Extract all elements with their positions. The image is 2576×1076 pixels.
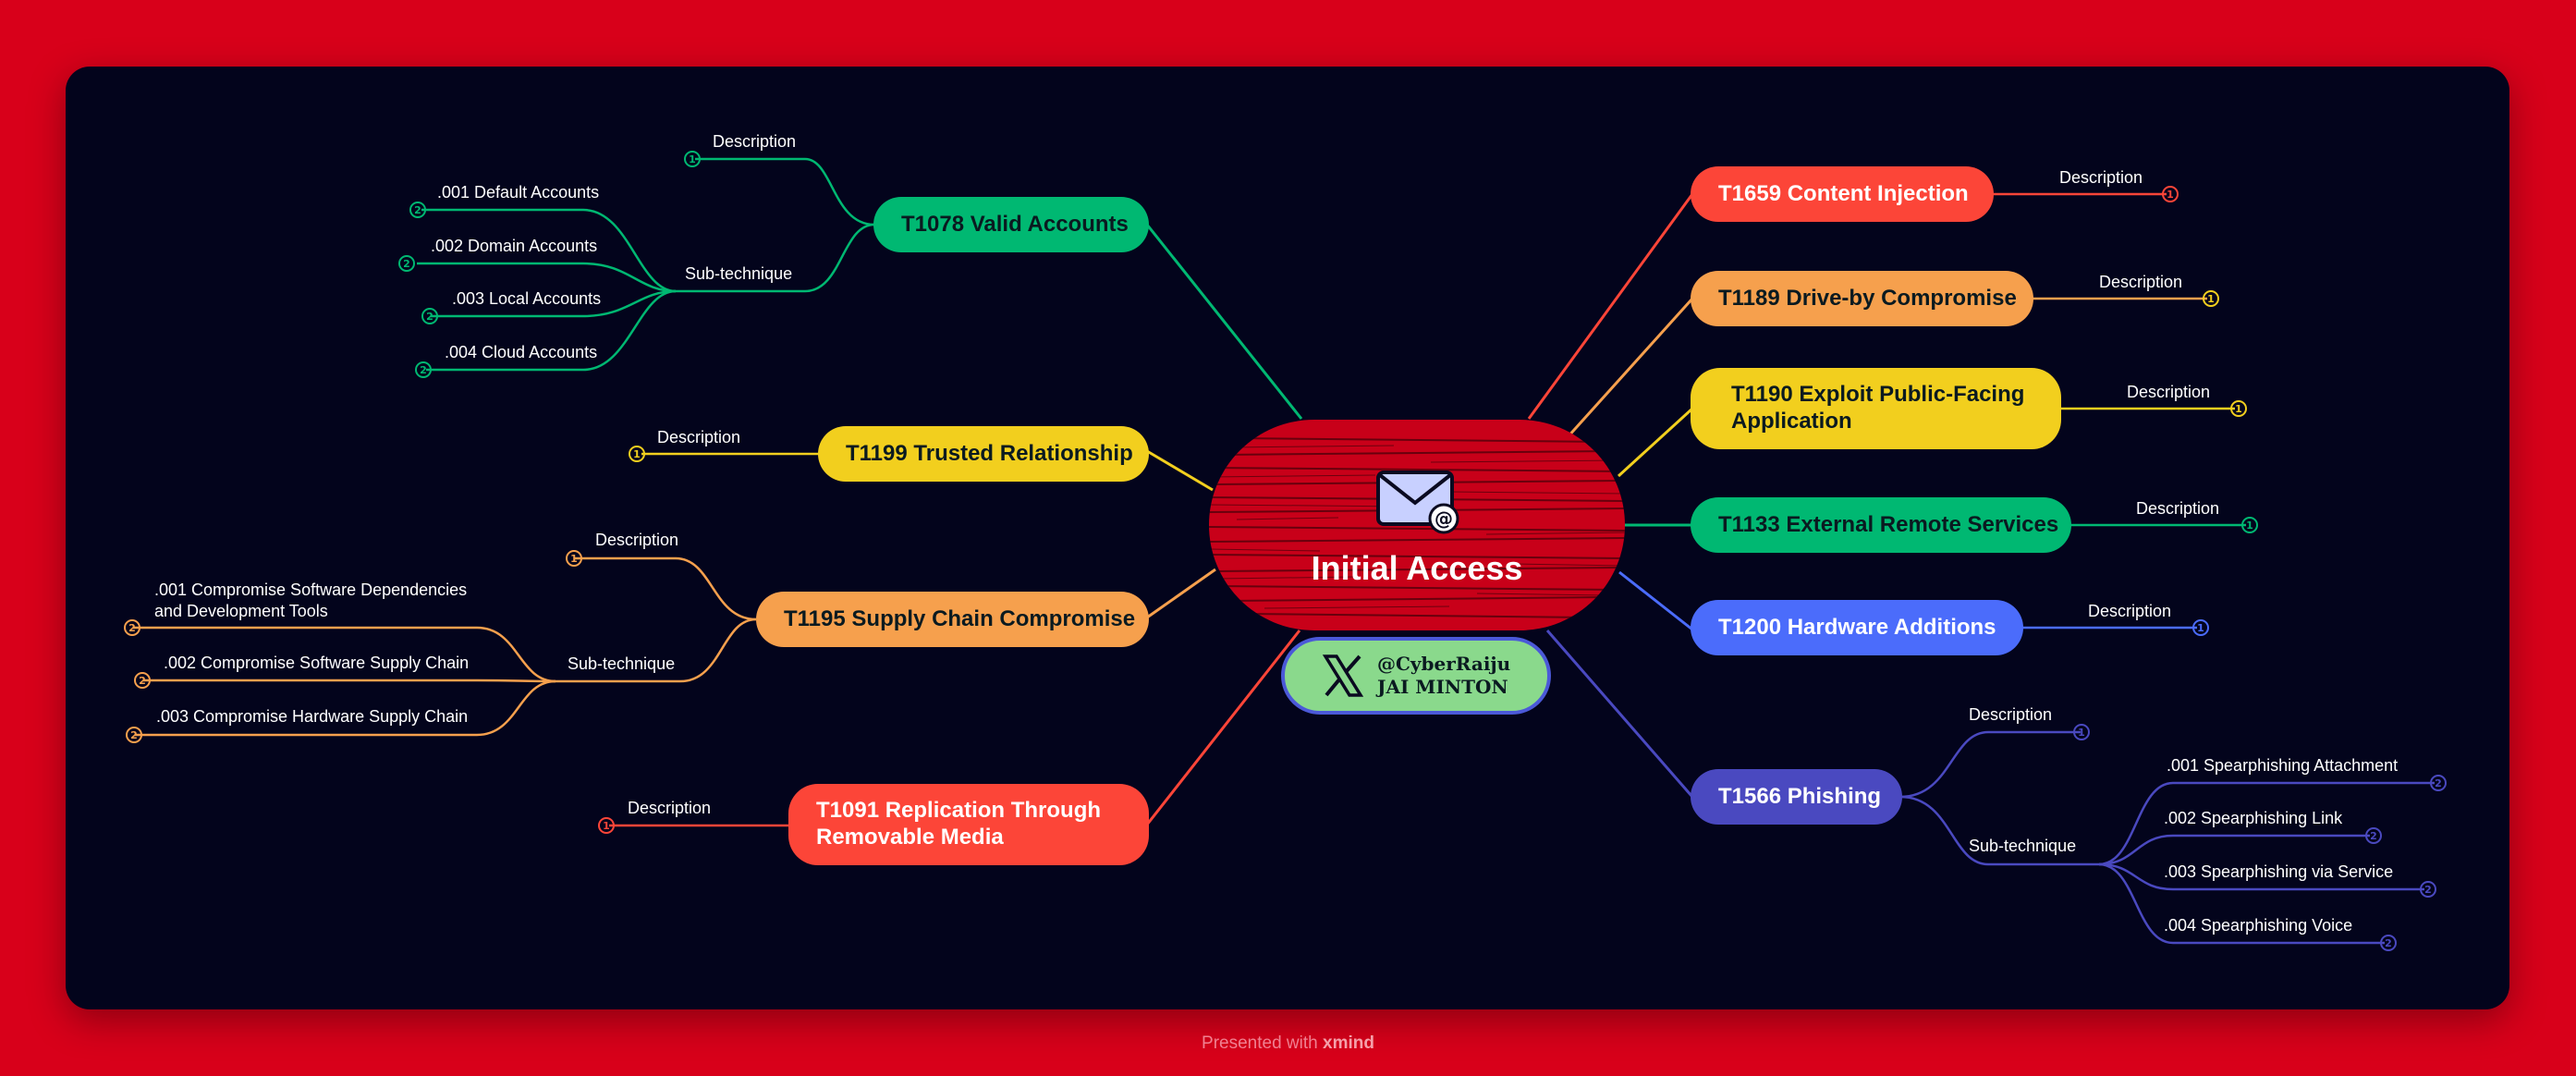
- t1133-description-badge[interactable]: 1: [2241, 517, 2258, 533]
- t1195-description[interactable]: Description: [595, 531, 679, 549]
- connector-t1195: [1146, 568, 1216, 619]
- t1195-sub-001[interactable]: .001 Compromise Software Dependencies an…: [154, 580, 467, 621]
- t1078-sub-002[interactable]: .002 Domain Accounts: [431, 237, 598, 255]
- t1199-description[interactable]: Description: [657, 428, 741, 446]
- node-t1091-replication-removable-media[interactable]: T1091 Replication Through Removable Medi…: [788, 784, 1149, 865]
- t1078-sub-004[interactable]: .004 Cloud Accounts: [445, 343, 598, 361]
- t1078-sub-001-badge[interactable]: 2: [409, 202, 426, 218]
- connector-t1199: [1146, 449, 1214, 492]
- t1195-sub-002[interactable]: .002 Compromise Software Supply Chain: [164, 654, 470, 672]
- t1195-sub-003-badge[interactable]: 2: [126, 727, 142, 743]
- t1566-sub-002[interactable]: .002 Spearphishing Link: [2164, 809, 2343, 827]
- node-t1566-label: T1566 Phishing: [1718, 783, 1882, 809]
- t1566-sub-technique-label[interactable]: Sub-technique: [1969, 837, 2077, 855]
- t1566-sub-002-badge[interactable]: 2: [2365, 827, 2382, 844]
- t1566-sub-004-badge[interactable]: 2: [2380, 935, 2397, 951]
- t1091-description[interactable]: Description: [628, 799, 712, 817]
- social-handle-badge[interactable]: @CyberRaiju JAI MINTON: [1281, 637, 1551, 715]
- node-t1200-label: T1200 Hardware Additions: [1718, 614, 1996, 640]
- node-t1133-external-remote-services[interactable]: T1133 External Remote Services: [1691, 497, 2071, 553]
- svg-text:@: @: [1435, 507, 1453, 530]
- t1078-description[interactable]: Description: [713, 132, 797, 151]
- t1078-sub-001[interactable]: .001 Default Accounts: [437, 183, 600, 202]
- t1566-description[interactable]: Description: [1969, 705, 2053, 724]
- t1189-description-badge[interactable]: 1: [2203, 290, 2219, 307]
- x-logo-icon: [1322, 654, 1364, 697]
- node-t1091-label: T1091 Replication Through: [816, 798, 1102, 824]
- node-t1190-label: T1190 Exploit Public-Facing: [1731, 382, 2025, 408]
- t1199-description-badge[interactable]: 1: [629, 446, 645, 462]
- social-handle: @CyberRaiju: [1377, 653, 1511, 675]
- t1659-description[interactable]: Description: [2059, 168, 2143, 187]
- t1078-description-badge[interactable]: 1: [684, 151, 701, 167]
- node-t1659-content-injection[interactable]: T1659 Content Injection: [1691, 166, 1994, 222]
- social-name: JAI MINTON: [1377, 676, 1508, 698]
- center-texture: [1209, 437, 1625, 618]
- central-topic-initial-access[interactable]: @ Initial Access: [1209, 420, 1625, 630]
- t1133-description[interactable]: Description: [2136, 499, 2220, 518]
- node-t1195-label: T1195 Supply Chain Compromise: [784, 605, 1136, 631]
- t1566-sub-004[interactable]: .004 Spearphishing Voice: [2164, 916, 2353, 935]
- t1189-description[interactable]: Description: [2099, 273, 2183, 291]
- t1195-sub-003[interactable]: .003 Compromise Hardware Supply Chain: [156, 707, 469, 726]
- envelope-at-icon: @: [1376, 471, 1459, 534]
- t1078-sub-003[interactable]: .003 Local Accounts: [452, 289, 602, 308]
- t1566-sub-003-badge[interactable]: 2: [2420, 881, 2436, 898]
- connector-t1078: [1145, 224, 1303, 420]
- footer-brand: xmind: [1323, 1033, 1374, 1053]
- node-t1195-supply-chain-compromise[interactable]: T1195 Supply Chain Compromise: [756, 592, 1149, 647]
- node-t1199-trusted-relationship[interactable]: T1199 Trusted Relationship: [818, 426, 1149, 482]
- connector-t1091: [1145, 630, 1301, 825]
- t1200-description[interactable]: Description: [2088, 602, 2172, 620]
- t1566-sub-003[interactable]: .003 Spearphishing via Service: [2164, 862, 2394, 881]
- node-t1566-phishing[interactable]: T1566 Phishing: [1691, 769, 1902, 825]
- node-t1189-drive-by-compromise[interactable]: T1189 Drive-by Compromise: [1691, 271, 2033, 326]
- t1195-sub-001-line1: .001 Compromise Software Dependencies: [154, 581, 468, 599]
- node-t1659-label: T1659 Content Injection: [1718, 180, 1969, 206]
- central-topic-title: Initial Access: [1311, 549, 1523, 587]
- connector-t1189: [1565, 297, 1694, 440]
- node-t1078-valid-accounts[interactable]: T1078 Valid Accounts: [873, 197, 1149, 252]
- t1078-sub-002-badge[interactable]: 2: [398, 255, 415, 272]
- t1566-sub-001-badge[interactable]: 2: [2430, 775, 2447, 791]
- node-t1078-label: T1078 Valid Accounts: [901, 211, 1129, 237]
- mindmap-canvas: T1078 Valid Accounts T1199 Trusted Relat…: [66, 67, 2509, 1009]
- t1200-description-badge[interactable]: 1: [2192, 619, 2209, 636]
- t1195-description-badge[interactable]: 1: [566, 550, 582, 567]
- node-t1190-label-line2: Application: [1731, 409, 1852, 434]
- t1091-description-badge[interactable]: 1: [598, 817, 615, 834]
- t1195-sub-002-badge[interactable]: 2: [134, 672, 151, 689]
- node-t1133-label: T1133 External Remote Services: [1718, 511, 2059, 537]
- connector-t1566: [1545, 630, 1694, 798]
- t1566-sub-001[interactable]: .001 Spearphishing Attachment: [2167, 756, 2399, 775]
- t1195-sub-001-badge[interactable]: 2: [124, 619, 140, 636]
- t1078-sub-003-badge[interactable]: 2: [421, 308, 438, 324]
- t1190-description-badge[interactable]: 1: [2230, 400, 2247, 417]
- connector-t1659: [1527, 193, 1694, 420]
- t1078-sub-technique-label[interactable]: Sub-technique: [685, 264, 793, 283]
- connector-t1190: [1617, 407, 1694, 478]
- connector-t1200: [1618, 570, 1693, 631]
- t1190-description[interactable]: Description: [2127, 383, 2211, 401]
- t1195-sub-001-line2: and Development Tools: [154, 601, 328, 620]
- t1078-sub-004-badge[interactable]: 2: [415, 361, 432, 378]
- footer-credit[interactable]: Presented with xmind: [0, 1033, 2576, 1054]
- t1566-description-badge[interactable]: 1: [2073, 724, 2090, 740]
- connector-lines: [133, 157, 2435, 945]
- footer-prefix: Presented with: [1202, 1033, 1318, 1053]
- node-t1190-exploit-public-facing-app[interactable]: T1190 Exploit Public-Facing Application: [1691, 368, 2061, 449]
- node-t1091-label-line2: Removable Media: [816, 825, 1004, 850]
- node-t1189-label: T1189 Drive-by Compromise: [1718, 285, 2017, 311]
- t1659-description-badge[interactable]: 1: [2162, 186, 2179, 202]
- node-t1199-label: T1199 Trusted Relationship: [846, 440, 1133, 466]
- node-t1200-hardware-additions[interactable]: T1200 Hardware Additions: [1691, 600, 2023, 655]
- t1195-sub-technique-label[interactable]: Sub-technique: [568, 654, 676, 673]
